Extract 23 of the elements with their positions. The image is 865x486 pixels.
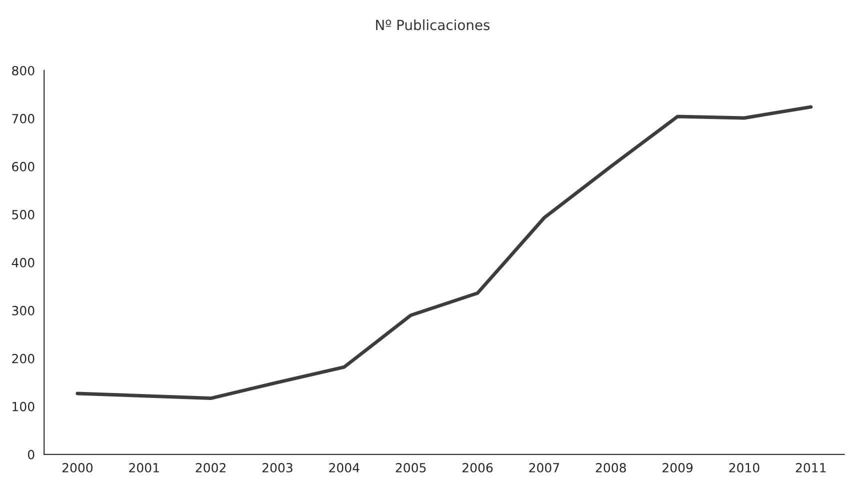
x-tick-label: 2008 — [596, 462, 626, 472]
y-tick-label: 200 — [12, 354, 34, 364]
y-tick-label: 400 — [12, 258, 34, 268]
x-tick-label: 2006 — [462, 462, 493, 472]
x-tick-label: 2002 — [196, 462, 226, 472]
chart-title: Nº Publicaciones — [376, 19, 490, 30]
x-tick-label: 2000 — [62, 462, 93, 472]
x-tick-label: 2009 — [662, 462, 693, 472]
x-tick-label: 2010 — [729, 462, 760, 472]
y-tick-label: 600 — [12, 162, 34, 172]
y-tick-label: 700 — [12, 114, 34, 124]
x-tick-label: 2011 — [796, 462, 826, 472]
x-tick-label: 2001 — [129, 462, 159, 472]
x-tick-label: 2007 — [529, 462, 560, 472]
y-tick-label: 800 — [12, 66, 34, 76]
x-tick-label: 2003 — [262, 462, 292, 472]
y-tick-label: 100 — [12, 402, 34, 412]
x-tick-label: 2005 — [396, 462, 426, 472]
line-series — [76, 105, 813, 400]
y-tick-label: 300 — [12, 306, 34, 316]
y-tick-label: 0 — [28, 450, 34, 460]
y-tick-label: 500 — [12, 210, 34, 220]
x-tick-label: 2004 — [329, 462, 360, 472]
